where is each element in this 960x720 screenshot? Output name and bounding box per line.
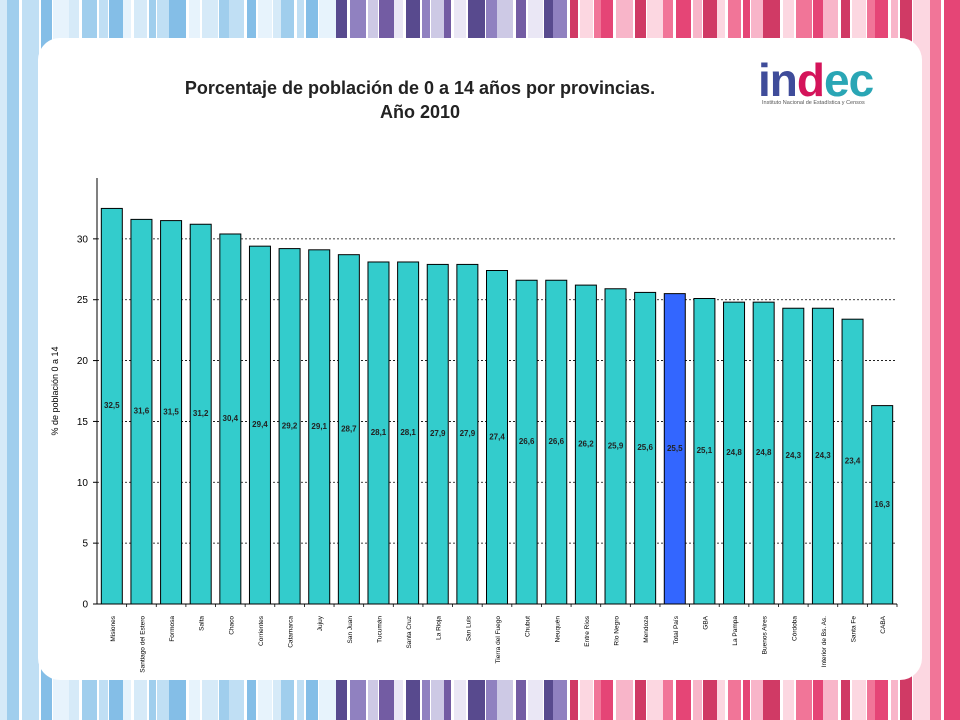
bar [160,220,183,605]
data-label: 31,2 [193,409,209,418]
x-tick-label: Chubut [525,616,532,637]
bar [130,218,153,605]
bar [189,223,212,605]
x-tick-label: Tucumán [376,616,383,643]
data-label: 28,1 [400,428,416,437]
data-label: 29,4 [252,420,268,429]
logo-subtitle: Instituto Nacional de Estadística y Cens… [762,100,865,106]
bar [426,263,449,605]
data-label: 27,9 [430,429,446,438]
x-tick-label: Santa Fe [851,616,858,643]
x-tick-label: Corrientes [258,615,265,646]
bar [545,279,568,605]
data-label: 28,1 [371,428,387,437]
y-tick-label: 15 [77,417,89,428]
x-tick-label: Río Negro [614,616,621,646]
y-tick-label: 20 [77,356,89,367]
data-label: 24,3 [786,451,802,460]
bar [841,318,864,605]
data-label: 29,2 [282,421,298,430]
data-label: 26,6 [548,437,564,446]
x-tick-label: Salta [199,616,206,631]
x-tick-label: Buenos Aires [762,615,769,654]
bar [248,245,271,605]
data-label: 24,8 [726,448,742,457]
data-label: 23,4 [845,457,861,466]
chart-title-line1: Porcentaje de población de 0 a 14 años p… [184,78,656,98]
data-label: 28,7 [341,424,357,433]
data-label: 32,5 [104,401,120,410]
data-label: 26,6 [519,437,535,446]
x-tick-label: Catamarca [288,616,295,648]
indec-logo: indec Instituto Nacional de Estadística … [758,54,908,112]
data-label: 27,9 [460,429,476,438]
bar [100,207,123,605]
data-label: 25,6 [637,443,653,452]
x-tick-label: Total País [673,615,680,644]
bar [337,254,360,605]
x-tick-label: Santa Cruz [406,616,413,649]
x-tick-label: Mendoza [643,616,650,643]
x-tick-label: Chaco [228,616,235,635]
bar [219,233,242,605]
logo-wordmark: indec [758,54,874,106]
bar [693,297,716,605]
x-tick-label: La Rioja [436,616,443,640]
data-label: 29,1 [311,422,327,431]
bar [604,288,627,605]
bar [634,291,657,605]
bar [871,405,894,605]
data-label: 24,8 [756,448,772,457]
x-tick-label: Formosa [169,616,176,642]
bar [811,307,834,605]
x-tick-label: San Luis [465,615,472,641]
bar [456,263,479,605]
x-tick-label: Entre Ríos [584,615,591,646]
x-tick-label: CABA [880,615,887,633]
y-tick-label: 10 [77,478,89,489]
x-tick-label: Interior de Bs. As. [821,616,828,667]
data-label: 25,5 [667,444,683,453]
x-tick-label: Jujuy [317,615,324,631]
y-tick-label: 0 [82,600,88,611]
bar [782,307,805,605]
bar [574,284,597,605]
chart-title: Porcentaje de población de 0 a 14 años p… [100,76,740,124]
x-tick-label: Tierra del Fuego [495,616,502,664]
bar [752,301,775,605]
data-label: 30,4 [223,414,239,423]
y-tick-label: 30 [77,234,89,245]
bar [308,249,331,605]
bar [486,270,508,605]
x-tick-label: Córdoba [791,616,798,641]
x-tick-label: Neuquén [554,616,561,643]
data-label: 31,5 [163,407,179,416]
y-tick-label: 5 [82,539,88,550]
bar [278,248,301,605]
bar [723,301,746,605]
bar [663,293,686,605]
data-label: 27,4 [489,432,505,441]
y-tick-label: 25 [77,295,89,306]
x-tick-label: San Juan [347,616,354,644]
data-label: 25,9 [608,441,624,450]
bar [397,261,420,605]
x-tick-label: Misiones [110,615,117,641]
bar [367,261,390,605]
data-label: 31,6 [134,407,150,416]
bar [515,279,538,605]
data-label: 25,1 [697,446,713,455]
x-tick-label: GBA [702,615,709,629]
y-axis-label: % de población 0 a 14 [50,346,60,435]
data-label: 16,3 [874,500,890,509]
x-tick-label: La Pampa [732,616,739,646]
data-label: 26,2 [578,440,594,449]
x-tick-label: Santiago del Estero [139,616,146,673]
chart-title-line2: Año 2010 [379,102,461,122]
data-label: 24,3 [815,451,831,460]
